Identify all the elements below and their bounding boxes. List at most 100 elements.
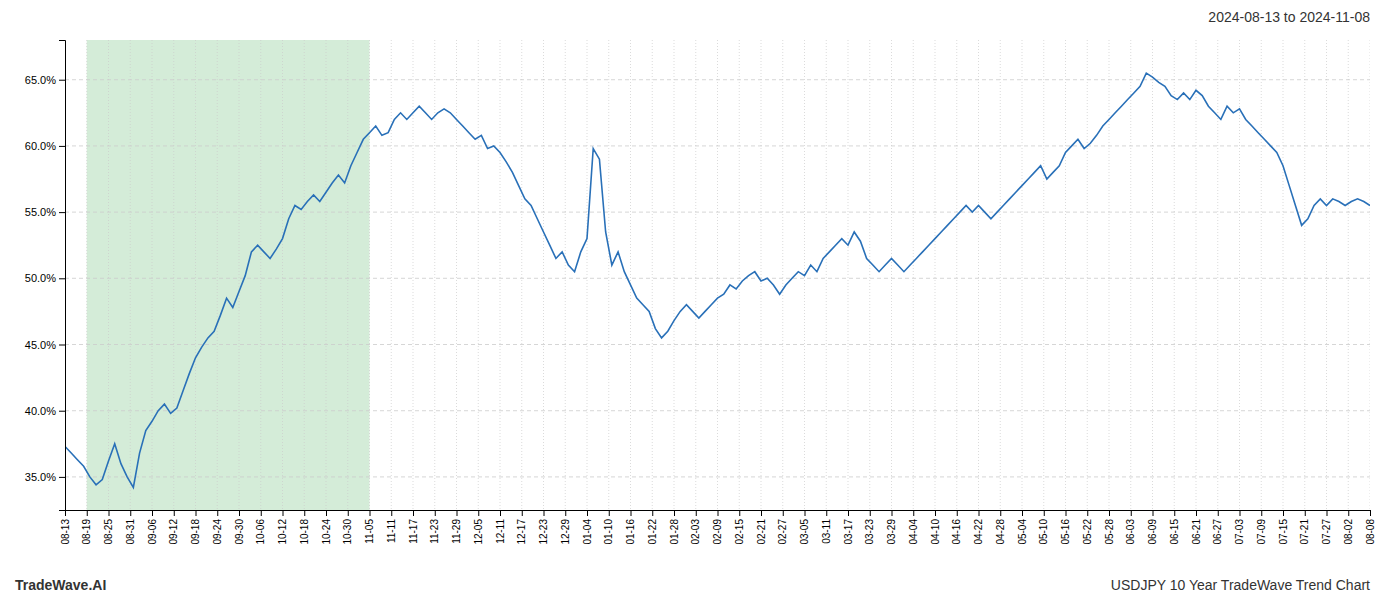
x-tick-mark [1348, 510, 1349, 516]
y-grid-line [65, 344, 1370, 345]
x-axis: 08-1308-1908-2508-3109-0609-1209-1809-24… [60, 510, 1376, 545]
x-grid-line [391, 40, 392, 510]
x-tick-label: 07-27 [1321, 519, 1332, 545]
x-tick-label: 12-11 [495, 519, 506, 544]
x-tick: 07-09 [1256, 510, 1267, 545]
y-axis-line [59, 41, 66, 511]
y-tick-mark [59, 477, 65, 478]
x-grid-line [1130, 40, 1131, 510]
grid [65, 40, 1370, 510]
x-tick-mark [500, 510, 501, 516]
x-tick-mark [326, 510, 327, 516]
x-tick: 02-15 [734, 510, 745, 545]
y-tick-label: 65.0% [25, 74, 56, 86]
x-tick-label: 04-22 [973, 519, 984, 545]
title: 2024-08-13 to 2024-11-08 [1208, 9, 1370, 25]
x-grid-line [1326, 40, 1327, 510]
x-tick-label: 06-03 [1125, 519, 1136, 545]
x-tick-label: 06-27 [1212, 519, 1223, 545]
x-tick-label: 09-12 [168, 519, 179, 545]
x-tick-mark [1000, 510, 1001, 516]
x-tick-mark [587, 510, 588, 516]
y-tick-label: 35.0% [25, 471, 56, 483]
y-tick: 65.0% [25, 74, 65, 86]
x-grid-line [565, 40, 566, 510]
x-grid-line [739, 40, 740, 510]
x-tick: 02-03 [690, 510, 701, 545]
x-tick-label: 07-09 [1256, 519, 1267, 545]
y-axis: 35.0%40.0%45.0%50.0%55.0%60.0%65.0% [25, 41, 66, 511]
x-tick-mark [870, 510, 871, 516]
x-tick: 09-18 [190, 510, 201, 545]
x-tick-label: 01-16 [625, 519, 636, 545]
x-tick-label: 11-29 [451, 519, 462, 544]
x-tick: 05-16 [1060, 510, 1071, 545]
x-tick: 06-21 [1191, 510, 1202, 545]
x-grid-line [1283, 40, 1284, 510]
x-grid-line [869, 40, 870, 510]
x-tick-mark [304, 510, 305, 516]
x-tick-mark [391, 510, 392, 516]
y-grid-line [65, 476, 1370, 477]
x-tick: 08-31 [125, 510, 136, 545]
x-tick: 04-10 [930, 510, 941, 545]
x-tick-mark [1327, 510, 1328, 516]
x-tick-label: 05-28 [1104, 519, 1115, 545]
x-tick-mark [283, 510, 284, 516]
x-tick-label: 03-17 [843, 519, 854, 545]
x-tick-label: 08-02 [1343, 519, 1354, 545]
x-tick-mark [609, 510, 610, 516]
x-tick-mark [370, 510, 371, 516]
plot-area: 08-1308-1908-2508-3109-0609-1209-1809-24… [25, 40, 1376, 545]
x-tick: 11-29 [451, 510, 462, 544]
x-grid-line [978, 40, 979, 510]
x-tick-mark [957, 510, 958, 516]
x-grid-line [1000, 40, 1001, 510]
x-tick: 10-06 [255, 510, 266, 545]
x-axis-line [66, 511, 1371, 517]
x-tick: 08-02 [1343, 510, 1354, 545]
x-tick-mark [1131, 510, 1132, 516]
x-tick-label: 09-30 [234, 519, 245, 545]
x-tick: 12-11 [495, 510, 506, 544]
x-grid-line [239, 40, 240, 510]
x-tick-mark [1261, 510, 1262, 516]
x-grid-line [717, 40, 718, 510]
x-tick-label: 08-08 [1365, 519, 1376, 545]
x-tick: 04-04 [908, 510, 919, 545]
x-grid-line [913, 40, 914, 510]
x-tick: 03-05 [799, 510, 810, 545]
y-tick: 55.0% [25, 206, 65, 218]
x-grid-line [1109, 40, 1110, 510]
x-tick-label: 04-16 [951, 519, 962, 545]
shaded-range [87, 40, 370, 510]
x-tick-mark [1283, 510, 1284, 516]
x-tick-mark [348, 510, 349, 516]
x-tick-mark [1087, 510, 1088, 516]
x-grid-line [86, 40, 87, 510]
x-tick-mark [457, 510, 458, 516]
x-tick-label: 03-29 [886, 519, 897, 545]
x-grid-line [500, 40, 501, 510]
x-tick-label: 08-19 [81, 519, 92, 545]
x-tick: 06-27 [1212, 510, 1223, 545]
x-tick-mark [522, 510, 523, 516]
x-tick-mark [805, 510, 806, 516]
x-tick: 12-17 [516, 510, 527, 545]
x-tick-mark [652, 510, 653, 516]
x-grid-line [1370, 40, 1371, 510]
x-tick: 09-12 [168, 510, 179, 545]
x-tick-label: 06-15 [1169, 519, 1180, 545]
y-tick-mark [59, 212, 65, 213]
x-tick: 04-28 [995, 510, 1006, 545]
x-tick: 05-04 [1017, 510, 1028, 545]
x-tick-mark [848, 510, 849, 516]
x-tick: 11-11 [386, 510, 397, 543]
x-tick: 05-10 [1038, 510, 1049, 545]
x-grid-line [848, 40, 849, 510]
x-tick-mark [413, 510, 414, 516]
x-tick-label: 10-12 [277, 519, 288, 545]
x-grid-line [456, 40, 457, 510]
x-grid-line [195, 40, 196, 510]
x-tick: 09-06 [147, 510, 158, 545]
